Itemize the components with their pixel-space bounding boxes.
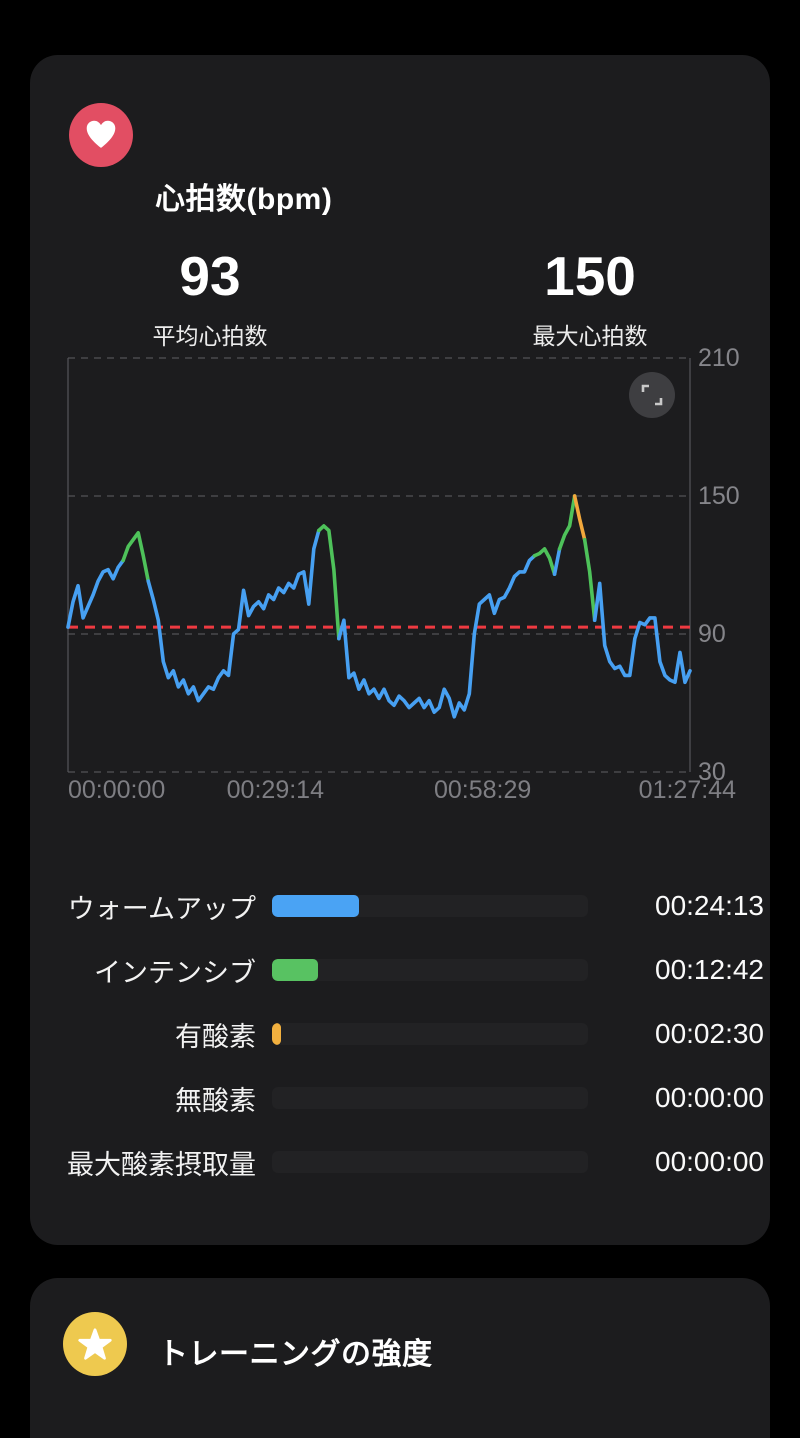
heart-rate-zones-list: ウォームアップ 00:24:13 インテンシブ 00:12:42 有酸素 00:02:30… [30, 874, 770, 1194]
training-intensity-card-title: トレーニングの強度 [158, 1338, 433, 1371]
zone-row-0: ウォームアップ 00:24:13 [30, 874, 770, 938]
max-heart-rate-stat: 150 最大心拍数 [450, 247, 730, 351]
zone-duration: 00:24:13 [655, 890, 764, 921]
heart-rate-series-segment [66, 558, 125, 629]
heart-rate-series-segment [557, 494, 577, 551]
y-tick-label-150: 150 [698, 482, 740, 510]
zone-label: ウォームアップ [67, 893, 256, 924]
max-heart-rate-value: 150 [544, 245, 636, 307]
average-heart-rate-value: 93 [179, 245, 241, 307]
zone-row-4: 最大酸素摂取量 00:00:00 [30, 1130, 770, 1194]
heart-rate-series-segment [121, 531, 151, 583]
zone-label: 無酸素 [175, 1085, 256, 1116]
zone-duration: 00:12:42 [655, 954, 764, 985]
star-icon [63, 1312, 127, 1376]
heart-rate-chart[interactable]: 210 150 90 30 00:00:00 00:29:14 00:58:29 01:27:… [30, 340, 770, 820]
zone-duration: 00:00:00 [655, 1146, 764, 1177]
expand-icon [641, 384, 663, 406]
expand-chart-button[interactable] [629, 372, 675, 418]
x-tick-label-0: 00:00:00 [68, 776, 165, 804]
max-heart-rate-label: 最大心拍数 [532, 323, 648, 349]
average-heart-rate-label: 平均心拍数 [152, 323, 268, 349]
zone-bar-fill [272, 959, 318, 981]
heart-rate-series-segment [582, 537, 597, 623]
zone-bar-fill [272, 895, 359, 917]
zone-row-1: インテンシブ 00:12:42 [30, 938, 770, 1002]
zone-bar-fill [272, 1023, 281, 1045]
zone-duration: 00:00:00 [655, 1082, 764, 1113]
zone-duration: 00:02:30 [655, 1018, 764, 1049]
heart-rate-chart-canvas[interactable]: 210 150 90 30 00:00:00 00:29:14 00:58:29 01:27:… [30, 340, 770, 820]
heart-rate-card-header: 心拍数(bpm) [30, 55, 770, 216]
y-tick-label-90: 90 [698, 620, 726, 648]
zone-row-3: 無酸素 00:00:00 [30, 1066, 770, 1130]
heart-rate-card-title: 心拍数(bpm) [155, 183, 333, 216]
zone-bar-track [272, 1023, 588, 1045]
heart-rate-series-segment [592, 581, 692, 685]
average-heart-rate-stat: 93 平均心拍数 [70, 247, 350, 351]
zone-label: インテンシブ [94, 957, 256, 988]
zone-bar-track [272, 959, 588, 981]
zone-bar-track [272, 1151, 588, 1173]
zone-label: 最大酸素摂取量 [67, 1149, 256, 1180]
training-intensity-card: トレーニングの強度 [30, 1278, 770, 1438]
x-tick-label-3: 01:27:44 [639, 776, 736, 804]
zone-row-2: 有酸素 00:02:30 [30, 1002, 770, 1066]
x-tick-label-1: 00:29:14 [227, 776, 324, 804]
heart-icon [69, 103, 133, 167]
y-tick-label-210: 210 [698, 344, 740, 372]
y-tick-label-30: 30 [698, 758, 726, 786]
zone-bar-track [272, 1087, 588, 1109]
heart-rate-series-segment [337, 554, 537, 719]
heart-rate-series-segment [146, 528, 321, 703]
x-tick-label-2: 00:58:29 [434, 776, 531, 804]
heart-rate-series-segment [532, 547, 557, 576]
zone-label: 有酸素 [175, 1021, 256, 1052]
zone-bar-track [272, 895, 588, 917]
heart-rate-series-segment [317, 524, 341, 641]
heart-rate-card: 心拍数(bpm) 93 平均心拍数 150 最大心拍数 [30, 55, 770, 1245]
heart-rate-series-segment [552, 547, 562, 576]
star-glyph [78, 1328, 112, 1360]
heart-glyph [86, 120, 116, 148]
heart-rate-series-segment [572, 494, 587, 542]
